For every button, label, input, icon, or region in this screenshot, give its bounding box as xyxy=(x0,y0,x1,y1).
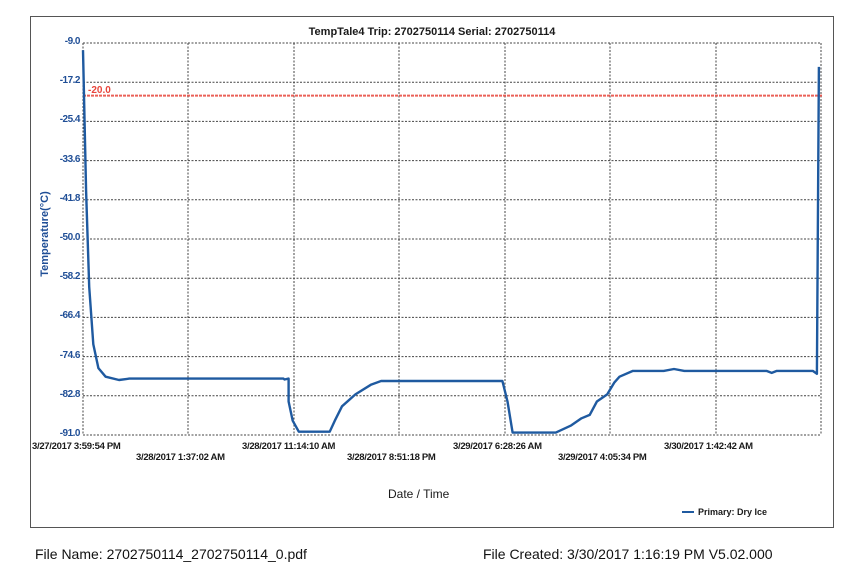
y-tick-label: -82.8 xyxy=(59,388,81,400)
chart-title: TempTale4 Trip: 2702750114 Serial: 27027… xyxy=(308,26,556,38)
legend: Primary: Dry Ice xyxy=(682,507,767,517)
x-axis-label: Date / Time xyxy=(388,487,450,501)
y-tick-label: -74.6 xyxy=(59,349,81,361)
y-axis-label: Temperature(°C) xyxy=(39,191,51,277)
y-tick-label: -58.2 xyxy=(59,271,81,283)
y-tick-label: -9.0 xyxy=(64,36,81,47)
x-tick-label: 3/28/2017 11:14:10 AM xyxy=(242,441,336,452)
grid-lines xyxy=(82,42,822,436)
x-tick-label: 3/30/2017 1:42:42 AM xyxy=(664,441,753,452)
x-tick-label: 3/29/2017 4:05:34 PM xyxy=(558,452,647,463)
x-tick-label: 3/28/2017 8:51:18 PM xyxy=(347,452,436,463)
legend-label: Primary: Dry Ice xyxy=(698,507,768,517)
y-tick-label: -66.4 xyxy=(59,310,81,322)
file-created: File Created: 3/30/2017 1:16:19 PM V5.02… xyxy=(483,546,773,562)
y-tick-label: -25.4 xyxy=(59,114,81,126)
y-tick-label: -17.2 xyxy=(59,75,81,87)
chart-frame xyxy=(30,16,834,528)
y-tick-label: -50.0 xyxy=(59,232,81,243)
legend-swatch xyxy=(682,511,694,513)
file-name: File Name: 2702750114_2702750114_0.pdf xyxy=(35,546,307,562)
threshold-label: -20.0 xyxy=(88,85,111,96)
y-tick-label: -41.8 xyxy=(59,192,81,204)
y-tick-label: -91.0 xyxy=(59,428,81,439)
x-tick-label: 3/29/2017 6:28:26 AM xyxy=(453,441,542,452)
y-tick-label: -33.6 xyxy=(59,153,81,165)
x-tick-label: 3/28/2017 1:37:02 AM xyxy=(136,452,225,463)
series-line-primary-dry-ice xyxy=(81,50,821,434)
x-tick-label: 3/27/2017 3:59:54 PM xyxy=(32,441,121,452)
